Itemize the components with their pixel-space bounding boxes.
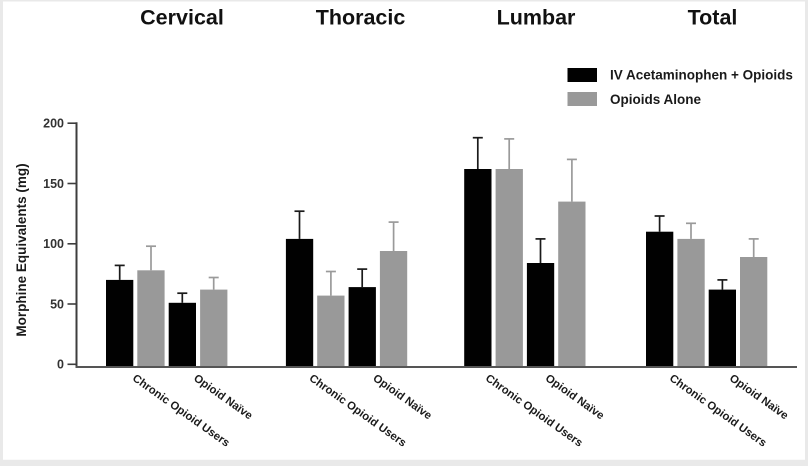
svg-text:Cervical: Cervical: [140, 6, 224, 30]
svg-text:Total: Total: [688, 6, 738, 30]
svg-text:Lumbar: Lumbar: [497, 6, 576, 30]
svg-text:Thoracic: Thoracic: [316, 6, 406, 30]
svg-text:50: 50: [50, 297, 64, 311]
svg-text:150: 150: [43, 177, 64, 191]
svg-text:IV Acetaminophen + Opioids: IV Acetaminophen + Opioids: [610, 68, 793, 83]
svg-text:200: 200: [43, 117, 64, 131]
svg-text:0: 0: [57, 358, 64, 372]
svg-text:Morphine Equivalents (mg): Morphine Equivalents (mg): [14, 163, 29, 336]
svg-text:100: 100: [43, 237, 64, 251]
svg-text:Opioids Alone: Opioids Alone: [610, 92, 701, 107]
